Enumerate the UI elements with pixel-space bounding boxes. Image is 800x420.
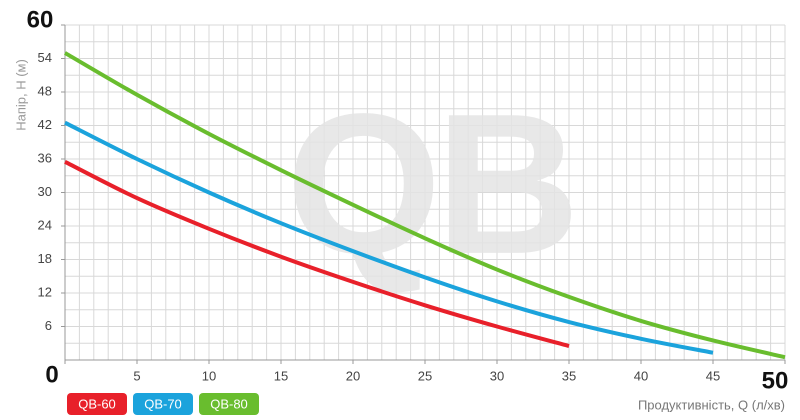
x-tick-label: 5 [133,368,140,383]
legend-label: QB-80 [210,396,248,411]
x-tick-label: 10 [202,368,216,383]
x-axis-label: Продуктивність, Q (л/хв) [638,397,785,412]
y-tick-label: 24 [38,217,52,232]
legend-item: QB-80 [199,393,259,415]
x-tick-label: 45 [706,368,720,383]
line-series [63,51,786,360]
y-tick-label: 54 [38,50,52,65]
line-series [64,120,714,355]
legend-swatch [67,393,127,415]
x-tick-label: 25 [418,368,432,383]
x-tick-label: 35 [562,368,576,383]
legend-swatch [199,393,259,415]
legend-label: QB-60 [78,396,116,411]
y-axis-label: Напір, H (м) [13,59,28,131]
legend-label: QB-70 [144,396,182,411]
y-tick-label: 30 [38,184,52,199]
y-tick-label: 42 [38,117,52,132]
x-tick-label: 40 [634,368,648,383]
y-tick-label: 12 [38,284,52,299]
watermark: QB [286,73,574,296]
y-tick-label: 60 [27,6,54,33]
line-series [64,160,570,348]
x-tick-label: 30 [490,368,504,383]
y-tick-label: 48 [38,83,52,98]
y-tick-label: 18 [38,251,52,266]
legend-item: QB-70 [133,393,193,415]
y-tick-label: 6 [45,318,52,333]
y-tick-label: 36 [38,150,52,165]
x-tick-label: 50 [762,367,789,394]
x-tick-label: 0 [45,361,58,388]
x-tick-label: 15 [274,368,288,383]
legend-swatch [133,393,193,415]
legend-item: QB-60 [67,393,127,415]
x-tick-label: 20 [346,368,360,383]
